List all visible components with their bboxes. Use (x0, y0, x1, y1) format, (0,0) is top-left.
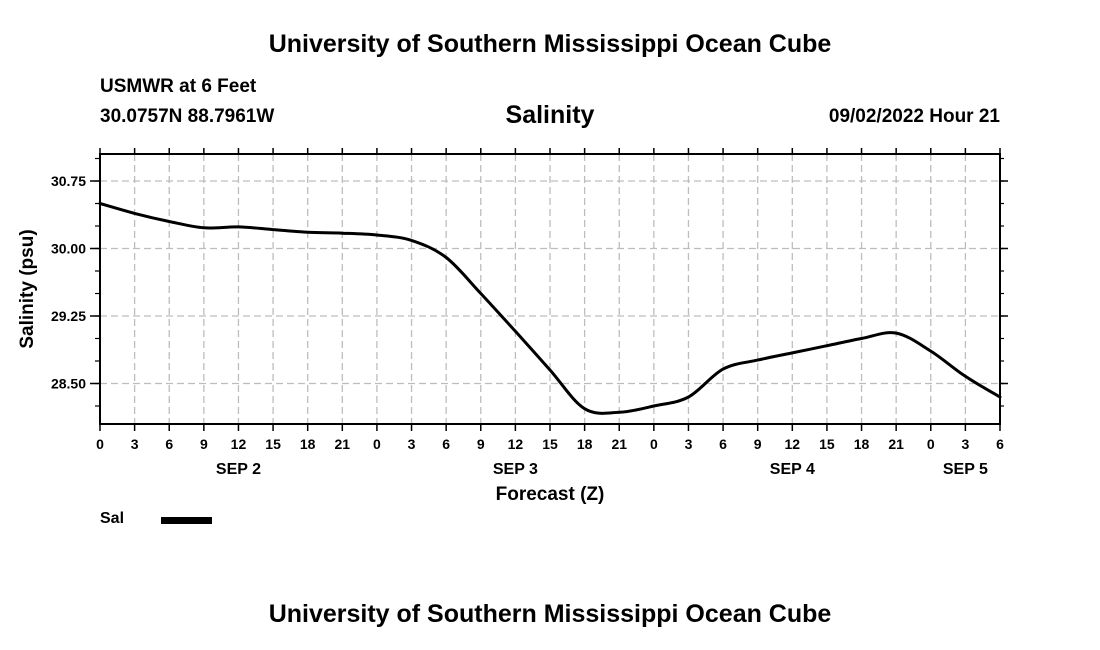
x-tick-label: 12 (231, 436, 247, 452)
y-tick-label: 28.50 (51, 376, 86, 392)
forecast-datetime: 09/02/2022 Hour 21 (828, 106, 1000, 127)
page-title: University of Southern Mississippi Ocean… (268, 30, 832, 58)
x-tick-label: 21 (888, 436, 904, 452)
legend-label: Sal (100, 510, 125, 527)
x-tick-label: 6 (996, 436, 1004, 452)
x-tick-label: 0 (650, 436, 658, 452)
chart-title: Salinity (505, 101, 595, 129)
x-tick-label: 3 (408, 436, 416, 452)
day-label: SEP 4 (770, 461, 815, 478)
plot-frame (99, 153, 1001, 425)
grid-lines (100, 154, 1000, 424)
station-coordinates: 30.0757N 88.7961W (100, 106, 275, 127)
y-tick-label: 30.00 (51, 241, 86, 257)
x-tick-label: 15 (265, 436, 281, 452)
x-tick-label: 9 (754, 436, 762, 452)
x-tick-label: 21 (335, 436, 351, 452)
x-tick-label: 6 (719, 436, 727, 452)
x-tick-label: 12 (508, 436, 524, 452)
series-layer (98, 202, 1002, 415)
series-line-sal (98, 202, 1002, 415)
x-tick-label: 0 (373, 436, 381, 452)
axis-ticks (90, 148, 1008, 431)
x-tick-label: 6 (442, 436, 450, 452)
x-tick-label: 3 (685, 436, 693, 452)
x-tick-label: 3 (961, 436, 969, 452)
station-name: USMWR at 6 Feet (100, 76, 257, 97)
x-tick-label: 3 (131, 436, 139, 452)
x-tick-label: 18 (300, 436, 316, 452)
x-tick-label: 18 (854, 436, 870, 452)
x-tick-label: 9 (200, 436, 208, 452)
legend-swatch (161, 517, 212, 524)
x-tick-label: 0 (96, 436, 104, 452)
day-label: SEP 2 (216, 461, 261, 478)
day-label: SEP 3 (493, 461, 538, 478)
y-axis-title: Salinity (psu) (17, 229, 38, 348)
x-tick-label: 15 (542, 436, 558, 452)
x-tick-label: 15 (819, 436, 835, 452)
y-tick-label: 29.25 (51, 308, 86, 324)
x-tick-label: 12 (785, 436, 801, 452)
x-tick-label: 0 (927, 436, 935, 452)
axis-labels: 0 3 6 9 12 15 18 21 0 3 6 9 12 15 18 21 0 3 6 9 12 15 18 21 0 3 6S… (51, 173, 1004, 478)
x-tick-label: 9 (477, 436, 485, 452)
y-tick-label: 30.75 (51, 173, 86, 189)
x-tick-label: 18 (577, 436, 593, 452)
footer-title: University of Southern Mississippi Ocean… (268, 600, 832, 628)
x-tick-label: 6 (165, 436, 173, 452)
day-label: SEP 5 (943, 461, 988, 478)
x-tick-label: 21 (611, 436, 627, 452)
x-axis-title: Forecast (Z) (496, 484, 605, 505)
